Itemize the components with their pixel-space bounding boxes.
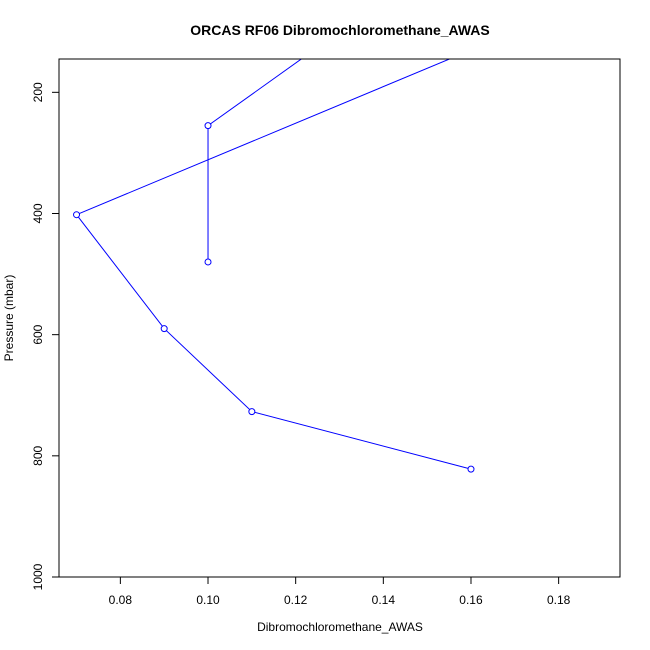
data-point	[467, 465, 475, 473]
x-tick-label: 0.10	[196, 593, 220, 607]
series-line-1	[207, 59, 303, 262]
data-point	[204, 258, 212, 266]
y-axis-label: Pressure (mbar)	[2, 275, 16, 362]
x-tick-label: 0.12	[284, 593, 308, 607]
plot-frame	[58, 58, 621, 578]
x-tick-label: 0.18	[547, 593, 571, 607]
y-axis: 200 400 600 800 1000	[31, 82, 59, 590]
x-tick-label: 0.16	[459, 593, 483, 607]
y-tick-label: 1000	[31, 563, 45, 590]
x-axis-label: Dibromochloromethane_AWAS	[257, 620, 423, 634]
data-point	[204, 122, 212, 130]
data-point	[248, 408, 256, 416]
chart-title: ORCAS RF06 Dibromochloromethane_AWAS	[190, 22, 490, 38]
x-axis: 0.08 0.10 0.12 0.14 0.16 0.18	[109, 577, 571, 607]
series-line-2	[75, 59, 472, 470]
y-tick-label: 800	[31, 445, 45, 465]
data-point	[512, 29, 518, 35]
plot-area	[73, 29, 518, 473]
y-tick-label: 400	[31, 203, 45, 223]
x-tick-label: 0.14	[372, 593, 396, 607]
y-tick-label: 600	[31, 324, 45, 344]
x-tick-label: 0.08	[109, 593, 133, 607]
data-point	[73, 211, 81, 219]
y-tick-label: 200	[31, 82, 45, 102]
data-point	[160, 325, 168, 333]
